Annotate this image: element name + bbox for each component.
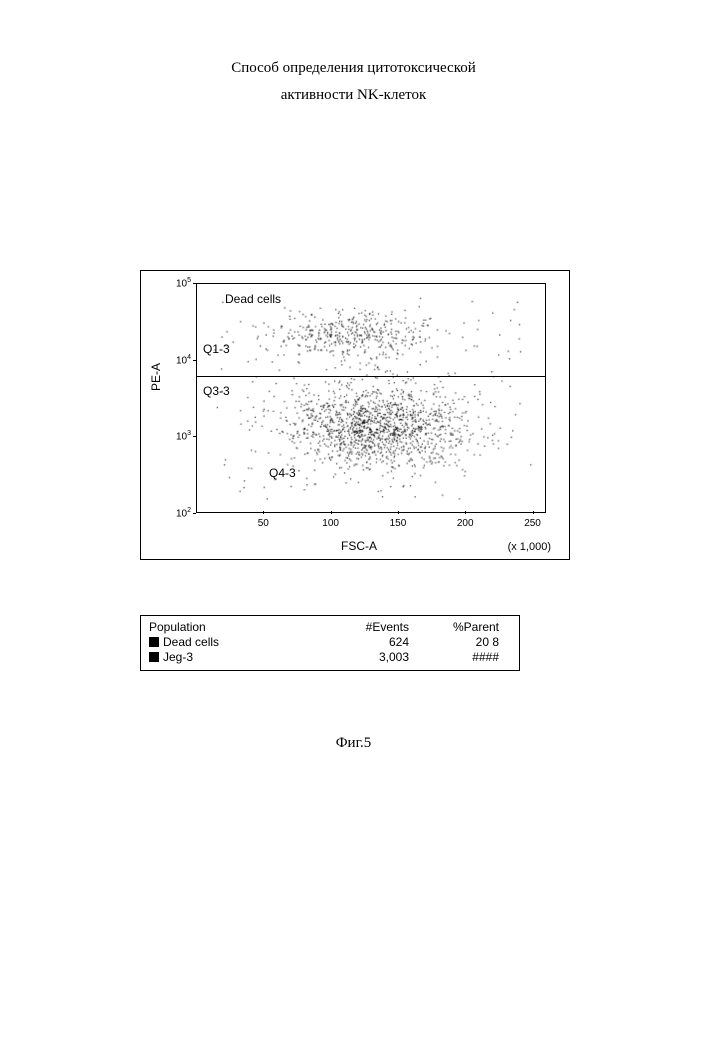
title-line-2: активности NK-клеток <box>281 87 427 103</box>
x-tick-label: 150 <box>390 518 407 529</box>
page-title: Способ определения цитотоксической актив… <box>0 55 707 109</box>
figure-caption: Фиг.5 <box>0 735 707 752</box>
quadrant-label-q4: Q4-3 <box>269 466 296 480</box>
quadrant-label-q1: Q1-3 <box>203 342 230 356</box>
scatter-canvas <box>197 284 545 512</box>
quadrant-divider <box>197 376 545 377</box>
parent-value: #### <box>409 650 499 664</box>
x-tick-label: 250 <box>524 518 541 529</box>
y-axis-label: PE-A <box>149 363 163 391</box>
x-tick-label: 100 <box>322 518 339 529</box>
y-tick-label: 105 <box>169 277 191 289</box>
stats-header: Population #Events %Parent <box>149 620 511 634</box>
y-tick-label: 104 <box>169 354 191 366</box>
table-row: Jeg-3 3,003#### <box>149 650 511 664</box>
events-value: 3,003 <box>299 650 409 664</box>
x-axis-multiplier: (x 1,000) <box>508 541 551 553</box>
table-row: Dead cells 62420 8 <box>149 635 511 649</box>
y-tick-label: 103 <box>169 430 191 442</box>
x-axis-label: FSC-A <box>341 539 377 553</box>
header-events: #Events <box>299 620 409 634</box>
x-tick-label: 50 <box>258 518 269 529</box>
title-line-1: Способ определения цитотоксической <box>231 60 476 76</box>
population-swatch <box>149 652 159 662</box>
stats-table: Population #Events %Parent Dead cells 624… <box>140 615 520 671</box>
region-label-dead-cells: Dead cells <box>225 292 281 306</box>
header-parent: %Parent <box>409 620 499 634</box>
parent-value: 20 8 <box>409 635 499 649</box>
x-tick-label: 200 <box>457 518 474 529</box>
scatter-figure: PE-A Dead cells Q1-3 Q3-3 Q4-3 102 103 104… <box>140 270 570 560</box>
y-tick-label: 102 <box>169 507 191 519</box>
population-swatch <box>149 637 159 647</box>
quadrant-label-q3: Q3-3 <box>203 384 230 398</box>
plot-area: Dead cells Q1-3 Q3-3 Q4-3 <box>196 283 546 513</box>
header-population: Population <box>149 620 299 634</box>
events-value: 624 <box>299 635 409 649</box>
population-label: Jeg-3 <box>163 650 193 664</box>
population-label: Dead cells <box>163 635 219 649</box>
